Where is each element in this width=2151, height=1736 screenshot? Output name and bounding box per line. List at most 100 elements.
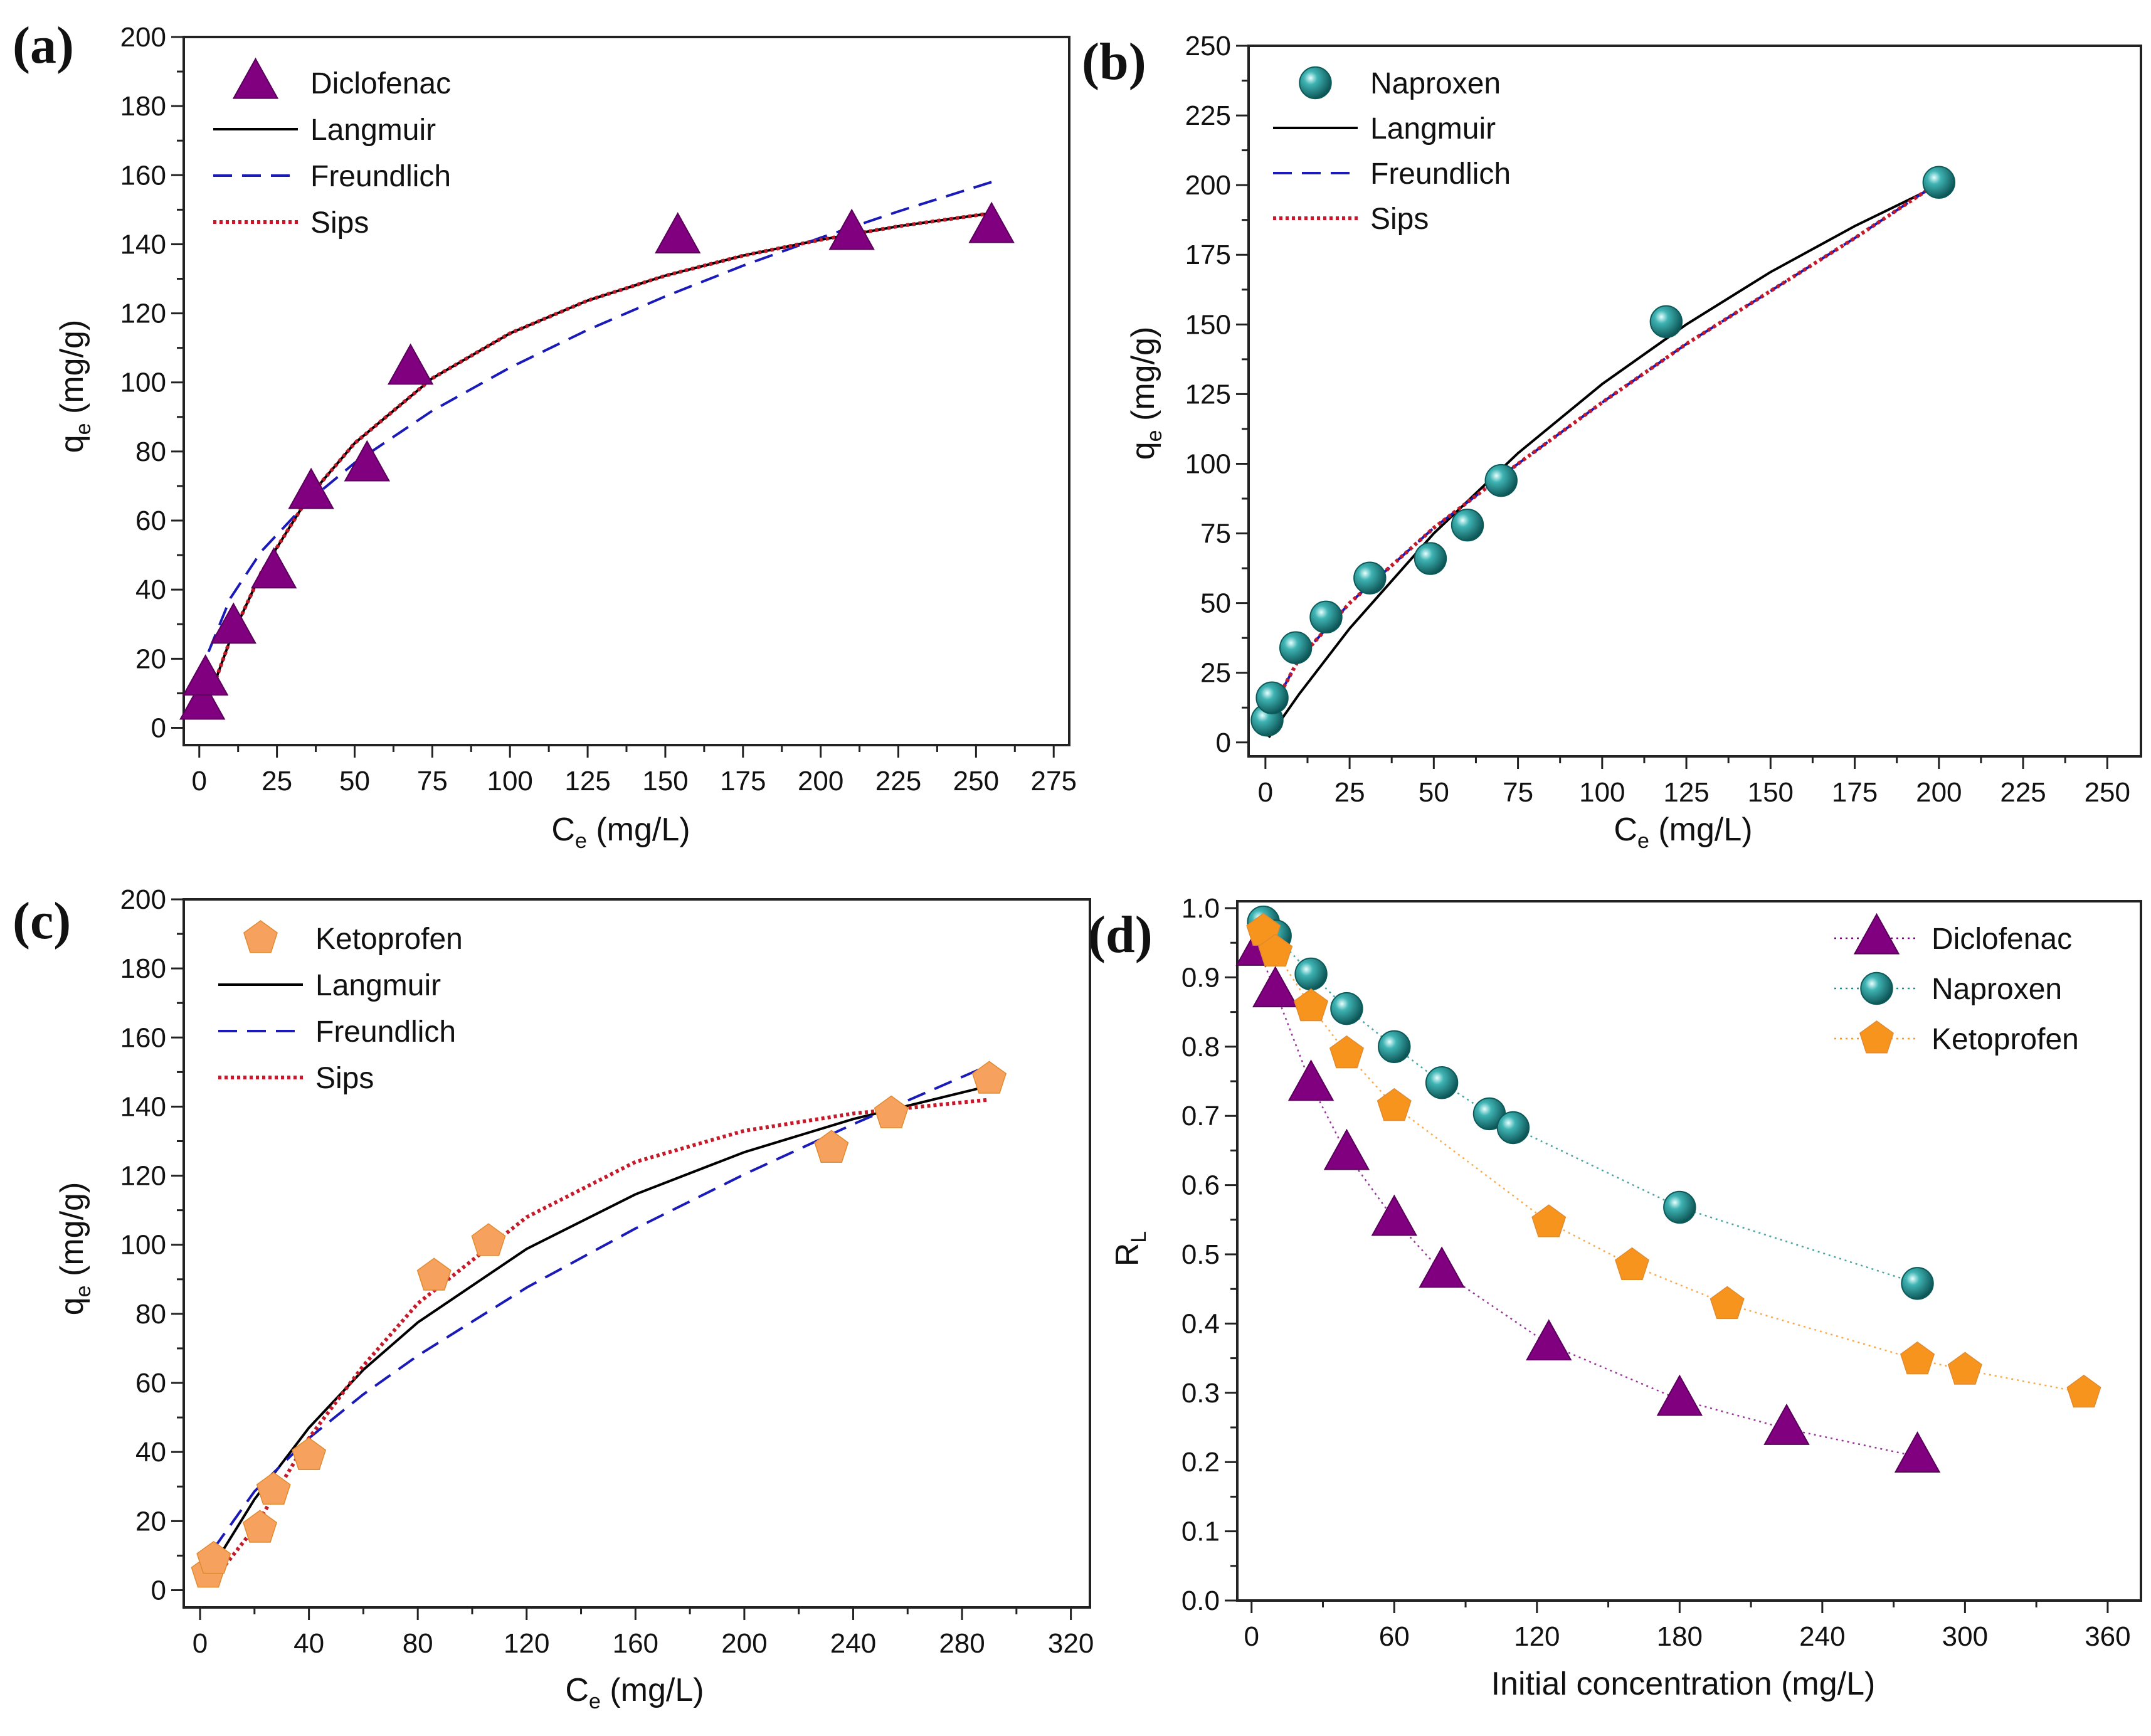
data-point-diclofenac: [968, 201, 1015, 243]
legend-label-langmuir: Langmuir: [1370, 112, 1496, 146]
x-axis-label: Initial concentration (mg/L): [1491, 1666, 1876, 1702]
plot-frame: [182, 898, 1091, 1609]
data-point-naproxen: [1353, 561, 1387, 595]
data-point-naproxen: [1496, 1111, 1530, 1145]
x-tick-label: 0: [193, 1628, 208, 1659]
data-point-ketoprofen: [292, 1437, 327, 1471]
data-point-diclofenac: [1894, 1431, 1941, 1473]
x-axis-label: Ce (mg/L): [565, 1672, 704, 1713]
x-tick-label: 250: [2085, 777, 2130, 808]
y-axis-label-base: q: [54, 435, 90, 453]
data-point-diclofenac: [1371, 1194, 1417, 1236]
x-tick-label: 200: [798, 766, 843, 797]
chart-panel-d: 0 60 120 180 240 300 360 0.0 0.1 0.2 0.3 0.4 0.5 0.6 0…: [1109, 893, 2142, 1702]
data-point-ketoprofen: [1294, 988, 1329, 1022]
y-axis-label-subscript: e: [71, 1285, 95, 1297]
legend-label-freundlich: Freundlich: [1370, 157, 1511, 191]
x-tick-label: 25: [262, 766, 292, 797]
data-point-ketoprofen: [256, 1471, 291, 1505]
legend-label-sips: Sips: [315, 1062, 374, 1095]
x-tick-label: 320: [1048, 1628, 1094, 1659]
y-tick-label: 125: [1185, 379, 1231, 410]
y-tick-label: 0: [151, 712, 166, 743]
data-point-ketoprofen: [1710, 1286, 1745, 1319]
data-point-naproxen: [1451, 509, 1484, 542]
legend-marker-diclofenac: [1853, 913, 1900, 955]
y-tick-label: 200: [120, 22, 166, 53]
data-point-diclofenac: [210, 602, 256, 644]
y-tick-label: 0.2: [1181, 1447, 1220, 1478]
x-tick-label: 100: [487, 766, 532, 797]
y-tick-label: 140: [120, 1091, 166, 1122]
y-tick-label: 0.0: [1181, 1585, 1220, 1616]
legend: Diclofenac Langmuir Freundlich Sips: [213, 57, 451, 240]
x-tick-label: 225: [875, 766, 921, 797]
x-tick-label: 120: [504, 1628, 549, 1659]
x-tick-label: 160: [613, 1628, 658, 1659]
data-point-naproxen: [1294, 957, 1328, 991]
data-point-diclofenac: [1656, 1374, 1703, 1416]
x-tick-label: 50: [339, 766, 370, 797]
data-point-ketoprofen: [1258, 933, 1293, 966]
x-axis-label-unit: (mg/L): [1649, 812, 1753, 848]
legend: Diclofenac Naproxen Ketoprofen: [1834, 913, 2079, 1056]
y-tick-label: 200: [120, 884, 166, 915]
x-axis-label-unit: (mg/L): [601, 1672, 704, 1708]
x-tick-label: 0: [1258, 777, 1273, 808]
x-tick-label: 75: [1503, 777, 1533, 808]
x-tick-label: 0: [192, 766, 207, 797]
panel-label-b: (b): [1082, 33, 1146, 91]
x-tick-label: 180: [1657, 1621, 1703, 1652]
legend: Ketoprofen Langmuir Freundlich Sips: [218, 920, 463, 1095]
y-tick-label: 0.9: [1181, 962, 1220, 993]
data-point-ketoprofen: [1947, 1352, 1982, 1385]
y-tick-label: 60: [135, 1368, 166, 1399]
x-tick-label: 100: [1579, 777, 1625, 808]
y-tick-label: 100: [1185, 448, 1231, 479]
x-tick-label: 150: [642, 766, 688, 797]
legend-label-langmuir: Langmuir: [310, 114, 436, 147]
data-point-naproxen: [1663, 1190, 1696, 1224]
data-point-ketoprofen: [971, 1061, 1007, 1094]
data-point-naproxen: [1378, 1030, 1411, 1064]
fit-line-langmuir: [204, 211, 992, 709]
y-tick-label: 40: [135, 1437, 166, 1468]
y-axis-label: RL: [1109, 1231, 1151, 1266]
y-tick-label: 250: [1185, 31, 1231, 61]
x-tick-label: 200: [721, 1628, 767, 1659]
y-tick-label: 40: [135, 574, 166, 605]
fit-line-freundlich: [213, 1064, 990, 1550]
data-point-diclofenac: [1252, 966, 1299, 1008]
x-axis-label-base: Initial concentration (mg/L): [1491, 1666, 1876, 1702]
x-tick-label: 275: [1031, 766, 1077, 797]
y-axis-label-unit: (mg/g): [54, 1182, 90, 1286]
x-axis-label-subscript: e: [589, 1690, 601, 1713]
data-point-diclofenac: [182, 654, 229, 696]
y-tick-label: 0.4: [1181, 1308, 1220, 1339]
data-point-ketoprofen: [874, 1095, 909, 1128]
y-tick-label: 1.0: [1181, 893, 1220, 924]
y-axis-label-unit: (mg/g): [1125, 327, 1161, 430]
y-axis-label: qe (mg/g): [1125, 327, 1166, 460]
data-point-naproxen: [1255, 681, 1289, 714]
y-axis-label-subscript: e: [71, 423, 95, 435]
fit-line-freundlich: [1267, 181, 1940, 716]
x-axis-label: Ce (mg/L): [1614, 812, 1752, 853]
x-tick-label: 300: [1942, 1621, 1988, 1652]
x-axis-label-base: C: [1614, 812, 1637, 848]
x-tick-label: 60: [1379, 1621, 1410, 1652]
data-point-diclofenac: [179, 678, 226, 720]
y-tick-label: 0.1: [1181, 1516, 1220, 1547]
legend-label-freundlich: Freundlich: [310, 160, 451, 193]
y-tick-label: 100: [120, 1230, 166, 1261]
y-axis-label-unit: (mg/g): [54, 320, 90, 423]
y-axis-label: qe (mg/g): [54, 1182, 95, 1316]
data-point-ketoprofen: [814, 1130, 849, 1163]
legend-label-ketoprofen: Ketoprofen: [315, 923, 463, 956]
y-axis-label-base: R: [1109, 1243, 1146, 1267]
y-tick-label: 20: [135, 1506, 166, 1537]
plot-frame: [1247, 45, 2142, 758]
x-tick-label: 75: [417, 766, 448, 797]
y-axis-label-subscript: e: [1143, 430, 1166, 442]
data-point-ketoprofen: [1377, 1088, 1412, 1121]
